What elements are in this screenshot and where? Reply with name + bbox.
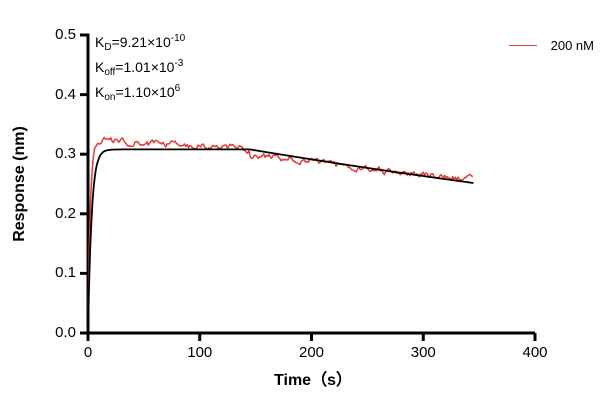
legend: 200 nM — [508, 37, 594, 53]
y-tick-label: 0.4 — [55, 85, 76, 103]
x-tick-label: 300 — [410, 344, 436, 361]
x-tick-label: 200 — [298, 344, 325, 361]
measured-curve-200nM — [87, 136, 474, 334]
y-axis-title: Response (nm) — [11, 126, 28, 242]
annotation-kon: Kon=1.10×106 — [95, 83, 181, 103]
kinetics-annotations: KD=9.21×10-10 Koff=1.01×10-3 Kon=1.10×10… — [95, 26, 186, 103]
legend-label: 200 nM — [550, 37, 594, 53]
annotation-koff: Koff=1.01×10-3 — [95, 58, 184, 78]
y-tick-label: 0.3 — [55, 145, 76, 163]
x-axis-title: Time（s） — [274, 372, 352, 389]
annotation-kd: KD=9.21×10-10 — [95, 33, 186, 53]
y-tick-label: 0.1 — [55, 264, 76, 282]
x-tick-label: 400 — [522, 344, 548, 361]
fitted-curve — [87, 148, 474, 334]
y-tick-label: 0.0 — [55, 324, 76, 341]
legend-line-swatch — [508, 44, 537, 46]
y-tick-label: 0.5 — [55, 26, 76, 43]
x-tick-label: 100 — [187, 344, 213, 361]
x-tick-label: 0 — [83, 344, 93, 361]
y-tick-label: 0.2 — [55, 204, 76, 222]
